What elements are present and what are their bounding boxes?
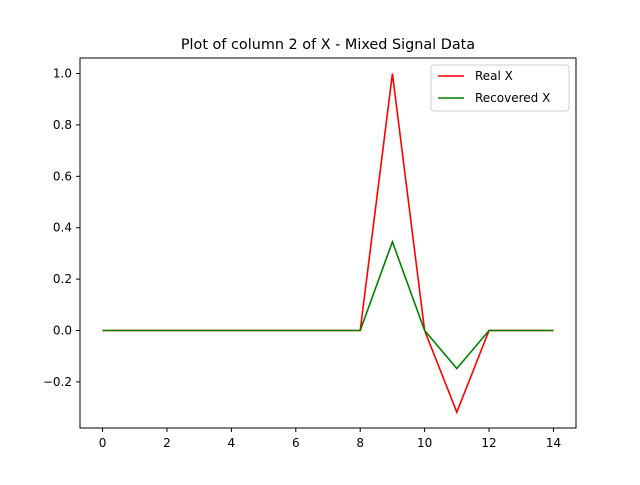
plot-frame (79, 57, 577, 429)
y-tick-label: 0.4 (53, 221, 72, 235)
x-tick-label: 10 (417, 436, 432, 450)
series-line-recovered-x (102, 239, 554, 370)
y-tick-label: 0.0 (53, 323, 72, 337)
x-tick-label: 8 (356, 436, 364, 450)
x-tick-label: 0 (99, 436, 107, 450)
x-tick-label: 12 (481, 436, 496, 450)
legend-box (430, 64, 570, 112)
x-tick-label: 4 (228, 436, 236, 450)
axes-layer: 0 2 4 6 8 10 12 14 −0.2 0.0 0.2 0.4 0.6 0.8 1.0 (43, 57, 577, 450)
y-tick-label: −0.2 (43, 375, 72, 389)
y-tick-label: 0.6 (53, 169, 72, 183)
x-tick-label: 6 (292, 436, 300, 450)
y-tick-label: 1.0 (53, 67, 72, 81)
chart-title: Plot of column 2 of X - Mixed Signal Dat… (181, 37, 475, 53)
y-tick-label: 0.8 (53, 118, 72, 132)
x-tick-label: 2 (163, 436, 171, 450)
legend-label-real-x: Real X (475, 69, 513, 83)
y-tick-label: 0.2 (53, 272, 72, 286)
legend-label-recovered-x: Recovered X (475, 91, 550, 105)
series-layer (102, 73, 554, 415)
legend: Real X Recovered X (430, 64, 570, 112)
series-line-real-x (102, 73, 554, 415)
x-tick-label: 14 (546, 436, 561, 450)
